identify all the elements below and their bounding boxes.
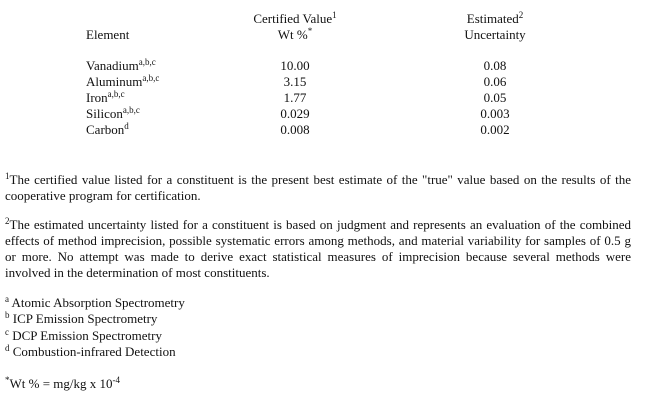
method-mark: b <box>5 310 10 321</box>
table-row-element: Vanadiuma,b,c <box>86 58 156 74</box>
method-item: c DCP Emission Spectrometry <box>5 326 162 344</box>
method-ref: a,b,c <box>142 73 160 83</box>
method-label: DCP Emission Spectrometry <box>12 327 162 343</box>
uncertainty-value: 0.08 <box>483 58 507 73</box>
header-certified-value: Certified Value1 <box>220 11 370 27</box>
certified-value: 1.77 <box>283 90 307 105</box>
method-item: d Combustion-infrared Detection <box>5 342 176 360</box>
uncertainty-value: 0.06 <box>483 74 507 89</box>
footnote-text: The certified value listed for a constit… <box>5 172 631 203</box>
footnote-mark: 1 <box>5 171 10 181</box>
method-ref: a,b,c <box>122 105 140 115</box>
element-name: Iron <box>86 90 108 105</box>
header-element: Element <box>86 27 130 42</box>
certified-value: 3.15 <box>283 74 307 89</box>
footnote-2: 2The estimated uncertainty listed for a … <box>5 217 631 281</box>
method-ref: a,b,c <box>138 57 156 67</box>
footnote-ref: 2 <box>518 10 524 20</box>
table-row-element: Carbond <box>86 122 129 138</box>
certified-value: 0.029 <box>280 106 310 121</box>
footnote-ref: 1 <box>332 10 337 20</box>
table-row-element: Silicona,b,c <box>86 106 140 122</box>
method-ref: d <box>124 121 129 131</box>
header-uncertainty: Uncertainty <box>464 27 526 42</box>
footnote-ref: * <box>307 26 313 36</box>
element-name: Silicon <box>86 106 123 121</box>
method-item: b ICP Emission Spectrometry <box>5 311 157 327</box>
uncertainty-value: 0.003 <box>480 106 510 121</box>
method-ref: a,b,c <box>107 89 125 99</box>
footnote-text: The estimated uncertainty listed for a c… <box>5 217 631 280</box>
element-name: Aluminum <box>86 74 143 89</box>
header-wt-percent: Wt %* <box>220 27 370 43</box>
footnote-mark: 2 <box>5 216 10 226</box>
footnote-1: 1The certified value listed for a consti… <box>5 172 631 204</box>
uncertainty-value: 0.05 <box>483 90 507 105</box>
footnote-mark: * <box>5 375 10 385</box>
header-text: Certified Value <box>253 11 333 26</box>
method-mark: c <box>5 326 9 337</box>
method-mark: a <box>5 294 9 304</box>
certified-value: 0.008 <box>280 122 310 137</box>
method-label: Combustion-infrared Detection <box>12 343 176 359</box>
method-label: Atomic Absorption Spectrometry <box>11 295 185 310</box>
method-label: ICP Emission Spectrometry <box>12 311 158 327</box>
header-text: Wt % <box>277 27 308 42</box>
method-mark: d <box>5 342 10 353</box>
table-row-element: Aluminuma,b,c <box>86 74 159 90</box>
header-estimated: Estimated2 <box>430 11 560 27</box>
table-row-element: Irona,b,c <box>86 90 125 106</box>
uncertainty-value: 0.002 <box>480 122 510 137</box>
exponent: -4 <box>112 375 121 385</box>
method-item: a Atomic Absorption Spectrometry <box>5 295 185 311</box>
element-name: Vanadium <box>86 58 139 73</box>
header-text: Estimated <box>466 11 519 26</box>
certified-value: 10.00 <box>280 58 310 73</box>
element-name: Carbon <box>86 122 125 137</box>
unit-note-text: Wt % = mg/kg x 10 <box>9 376 113 391</box>
unit-note: *Wt % = mg/kg x 10-4 <box>5 376 120 392</box>
